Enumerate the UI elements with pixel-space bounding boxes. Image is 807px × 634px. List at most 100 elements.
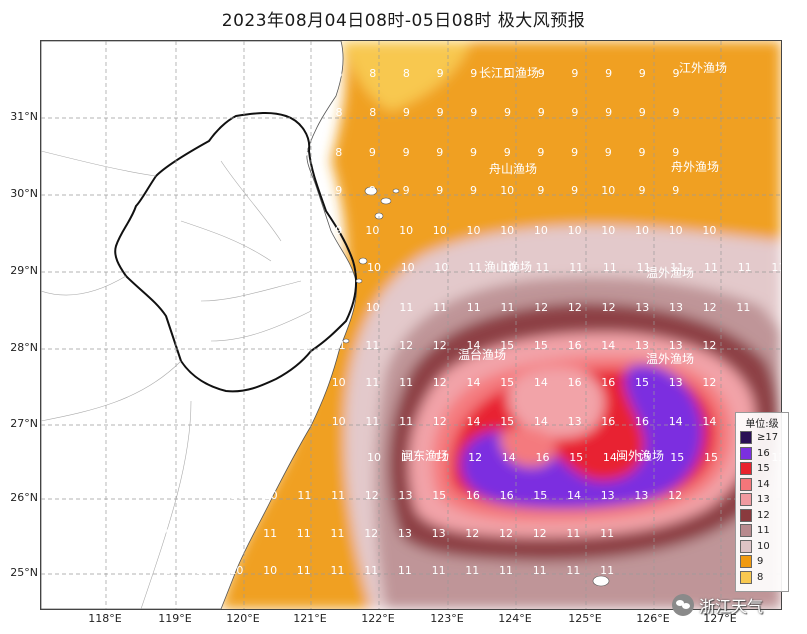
wind-value: 9 (369, 146, 376, 159)
wind-value: 12 (364, 527, 378, 540)
wind-value: 12 (533, 527, 547, 540)
wind-value: 9 (403, 146, 410, 159)
wind-value: 13 (669, 376, 683, 389)
legend-row: 11 (736, 523, 788, 539)
wind-value: 11 (331, 527, 345, 540)
lon-label-118: 118°E (88, 612, 122, 625)
lon-label-125: 125°E (568, 612, 602, 625)
wind-value: 8 (336, 106, 343, 119)
wind-value: 10 (433, 224, 447, 237)
wind-value: 14 (534, 415, 548, 428)
lat-label-27: 27°N (10, 417, 38, 430)
wind-value: 10 (366, 301, 380, 314)
wind-value: 11 (569, 261, 583, 274)
wind-value: 9 (302, 415, 309, 428)
wind-value: 10 (669, 224, 683, 237)
wind-value: 14 (567, 489, 581, 502)
wind-value: 10 (196, 564, 210, 577)
wind-value: 13 (669, 339, 683, 352)
wind-value: 15 (500, 376, 514, 389)
wind-value: 11 (297, 489, 311, 502)
fishing-ground-label: 温外渔场 (646, 352, 694, 366)
legend-swatch (740, 524, 752, 538)
wind-value: 14 (601, 339, 615, 352)
map-title: 2023年08月04日08时-05日08时 极大风预报 (221, 11, 586, 31)
wind-value: 11 (566, 564, 580, 577)
wind-value: 9 (166, 564, 173, 577)
wind-value: 15 (500, 339, 514, 352)
wind-value: 11 (331, 489, 345, 502)
wind-value: 9 (470, 67, 477, 80)
fishing-ground-label: 江外渔场 (679, 61, 727, 75)
wind-value: 14 (467, 415, 481, 428)
wind-value: 11 (432, 564, 446, 577)
wind-value: 11 (533, 564, 547, 577)
wind-value: 14 (702, 415, 716, 428)
wind-value: 9 (470, 184, 477, 197)
wind-value: 9 (504, 67, 511, 80)
wind-value: 10 (264, 489, 278, 502)
wind-value: 15 (569, 451, 583, 464)
wind-value: 12 (499, 527, 513, 540)
wind-value: 11 (566, 527, 580, 540)
wind-value: 11 (365, 376, 379, 389)
wind-value: 11 (465, 564, 479, 577)
wind-value: 16 (500, 489, 514, 502)
wind-value: 9 (571, 184, 578, 197)
wind-value: 11 (467, 301, 481, 314)
wind-value: 11 (399, 301, 413, 314)
wind-value: 14 (534, 376, 548, 389)
forecast-map: 8 8 8 9 9 9 9 9 9 9 9 8 8 9 9 9 9 9 9 9 9 9 8 8 9 9 9 9 9 9 9 9 9 9 9 9 9 9 9 9… (40, 40, 782, 610)
wind-value: 15 (432, 489, 446, 502)
wind-value: 8 (403, 67, 410, 80)
legend-label: 14 (757, 478, 770, 490)
legend-row: 12 (736, 508, 788, 524)
wind-value: 11 (331, 564, 345, 577)
wind-value: 9 (538, 106, 545, 119)
lon-label-121: 121°E (293, 612, 327, 625)
wind-value: 11 (603, 261, 617, 274)
wind-value: 9 (403, 184, 410, 197)
wind-value: 12 (365, 489, 379, 502)
wind-value: 8 (335, 146, 342, 159)
wind-value: 13 (635, 339, 649, 352)
wind-value: 14 (467, 339, 481, 352)
islands (342, 186, 610, 587)
wind-value: 9 (470, 106, 477, 119)
legend-label: 8 (757, 571, 764, 583)
legend-swatch (740, 508, 752, 522)
lat-label-26: 26°N (10, 491, 38, 504)
legend-swatch (740, 446, 752, 460)
wind-value: 9 (672, 184, 679, 197)
legend-label: 11 (757, 525, 770, 537)
wind-value: 11 (401, 451, 415, 464)
wind-value: 9 (504, 146, 511, 159)
wind-value: 9 (436, 184, 443, 197)
wind-value-grid: 8 8 8 9 9 9 9 9 9 9 9 8 8 9 9 9 9 9 9 9 9 9 8 8 9 9 9 9 9 9 9 9 9 9 9 9 9 9 9 9… (166, 67, 782, 577)
legend-row: 15 (736, 461, 788, 477)
wind-value: 11 (263, 527, 277, 540)
wind-value: 12 (433, 415, 447, 428)
lon-label-126: 126°E (636, 612, 670, 625)
wind-value: 12 (534, 301, 548, 314)
wind-value: 10 (332, 376, 346, 389)
wind-value: 15 (635, 376, 649, 389)
wechat-logo-icon (672, 594, 694, 616)
wind-value: 8 (336, 67, 343, 80)
wind-value: 9 (504, 106, 511, 119)
legend-label: 9 (757, 556, 764, 568)
lat-label-28: 28°N (10, 341, 38, 354)
wind-value: 11 (771, 261, 781, 274)
wind-value: 11 (399, 376, 413, 389)
wind-value: 11 (365, 339, 379, 352)
lon-label-120: 120°E (226, 612, 260, 625)
wind-value: 11 (738, 261, 752, 274)
wind-value: 8 (302, 146, 309, 159)
legend-swatch (740, 477, 752, 491)
wind-value: 10 (500, 184, 514, 197)
wind-value: 11 (468, 261, 482, 274)
legend-swatch (740, 493, 752, 507)
wind-value: 9 (673, 67, 680, 80)
wind-value: 9 (639, 184, 646, 197)
wind-value: 16 (536, 451, 550, 464)
